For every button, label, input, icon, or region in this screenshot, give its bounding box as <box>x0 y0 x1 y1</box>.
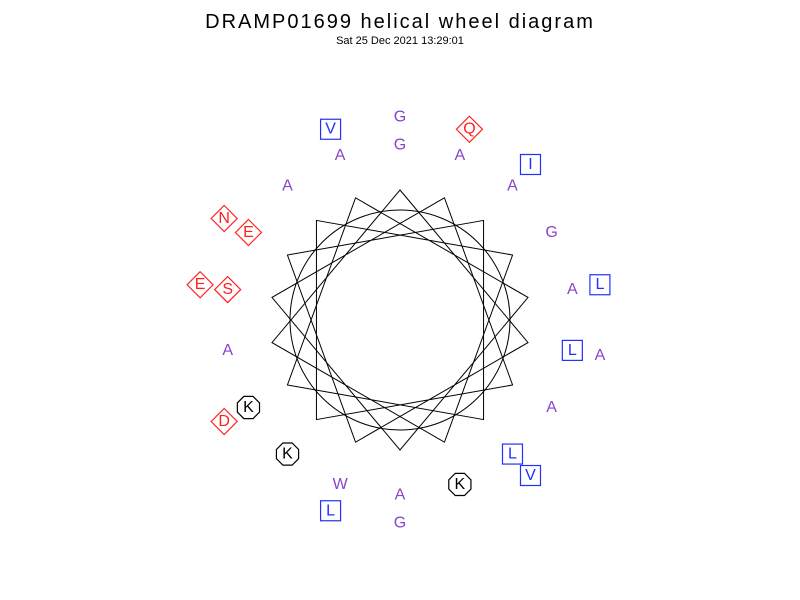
residue-letter: S <box>222 281 233 298</box>
residue-letter: V <box>325 121 336 138</box>
residue-letter: A <box>455 147 466 164</box>
residue-letter: L <box>595 276 604 293</box>
diagram-subtitle: Sat 25 Dec 2021 13:29:01 <box>336 35 464 47</box>
residue-14: A <box>282 177 293 194</box>
residue-letter: K <box>243 399 254 416</box>
residue-18: G <box>394 109 406 126</box>
residue-letter: A <box>335 147 346 164</box>
residue-7: A <box>335 147 346 164</box>
helical-wheel-diagram: DRAMP01699 helical wheel diagram Sat 25 D… <box>0 0 800 600</box>
residue-letter: L <box>508 446 517 463</box>
residue-letter: A <box>507 177 518 194</box>
residue-3: E <box>235 220 261 246</box>
residue-29: Q <box>456 116 482 142</box>
residue-letter: N <box>218 210 230 227</box>
residue-28: E <box>187 272 213 298</box>
residue-9: A <box>395 487 406 504</box>
residue-6: K <box>237 396 259 418</box>
residue-20: L <box>321 501 341 521</box>
residue-5: L <box>502 444 522 464</box>
wheel-polygon <box>272 190 528 450</box>
residue-letter: A <box>595 347 606 364</box>
residue-letter: L <box>568 342 577 359</box>
residue-25: V <box>321 119 341 139</box>
diagram-title: DRAMP01699 helical wheel diagram <box>205 11 595 33</box>
residue-2: W <box>333 476 349 493</box>
residue-13: K <box>276 443 298 465</box>
residue-letter: Q <box>463 121 475 138</box>
residue-letter: I <box>528 156 532 173</box>
residue-letter: L <box>326 502 335 519</box>
residue-letter: A <box>567 281 578 298</box>
residue-21: N <box>211 206 237 232</box>
residue-letter: W <box>333 476 349 493</box>
residue-letter: G <box>394 515 406 532</box>
residue-15: G <box>545 224 557 241</box>
wheel-circle <box>290 210 510 430</box>
residue-letter: G <box>545 224 557 241</box>
residue-10: S <box>215 277 241 303</box>
residue-letter: K <box>455 476 466 493</box>
residue-letter: D <box>218 413 230 430</box>
residue-24: D <box>211 409 237 435</box>
residue-1: L <box>562 340 582 360</box>
residue-17: A <box>222 342 233 359</box>
residue-8: A <box>567 281 578 298</box>
residue-letter: E <box>243 224 254 241</box>
residue-4: A <box>507 177 518 194</box>
residue-27: G <box>394 515 406 532</box>
residue-letter: G <box>394 137 406 154</box>
residue-16: K <box>449 473 471 495</box>
residue-letter: A <box>222 342 233 359</box>
residue-letter: A <box>395 487 406 504</box>
residue-letter: V <box>525 467 536 484</box>
residue-19: A <box>595 347 606 364</box>
residue-0: G <box>394 137 406 154</box>
residue-11: A <box>455 147 466 164</box>
residue-12: A <box>546 399 557 416</box>
residue-letter: K <box>282 446 293 463</box>
residue-letter: E <box>195 276 206 293</box>
residue-23: V <box>520 466 540 486</box>
residue-26: L <box>590 275 610 295</box>
residue-letter: A <box>546 399 557 416</box>
residue-letter: A <box>282 177 293 194</box>
residue-22: I <box>520 154 540 174</box>
residue-letter: G <box>394 109 406 126</box>
